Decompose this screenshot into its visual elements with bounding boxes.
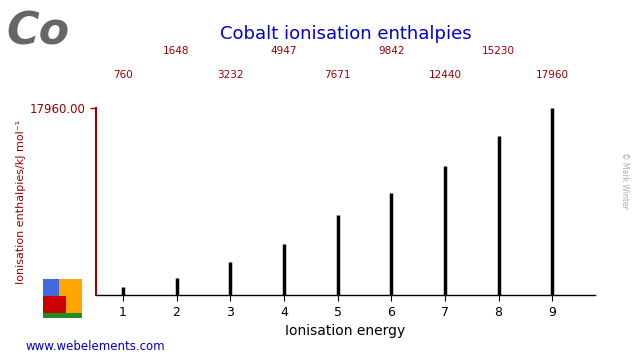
Bar <box>67 296 82 313</box>
X-axis label: Ionisation energy: Ionisation energy <box>285 324 406 338</box>
Text: 4947: 4947 <box>271 46 297 56</box>
Text: © Mark Winter: © Mark Winter <box>620 152 628 208</box>
Text: 15230: 15230 <box>482 46 515 56</box>
Text: 9842: 9842 <box>378 46 404 56</box>
Text: 12440: 12440 <box>428 70 461 80</box>
Text: www.webelements.com: www.webelements.com <box>26 340 165 353</box>
Text: 7671: 7671 <box>324 70 351 80</box>
Text: Co: Co <box>6 11 70 54</box>
Text: 17960: 17960 <box>536 70 569 80</box>
Text: 1648: 1648 <box>163 46 190 56</box>
Text: 3232: 3232 <box>217 70 243 80</box>
Text: 760: 760 <box>113 70 132 80</box>
Bar <box>43 296 67 313</box>
Bar <box>43 279 58 296</box>
Text: Cobalt ionisation enthalpies: Cobalt ionisation enthalpies <box>220 25 472 43</box>
Bar <box>58 279 82 296</box>
Y-axis label: Ionisation enthalpies/kJ mol⁻¹: Ionisation enthalpies/kJ mol⁻¹ <box>15 120 26 284</box>
Bar <box>43 313 82 318</box>
